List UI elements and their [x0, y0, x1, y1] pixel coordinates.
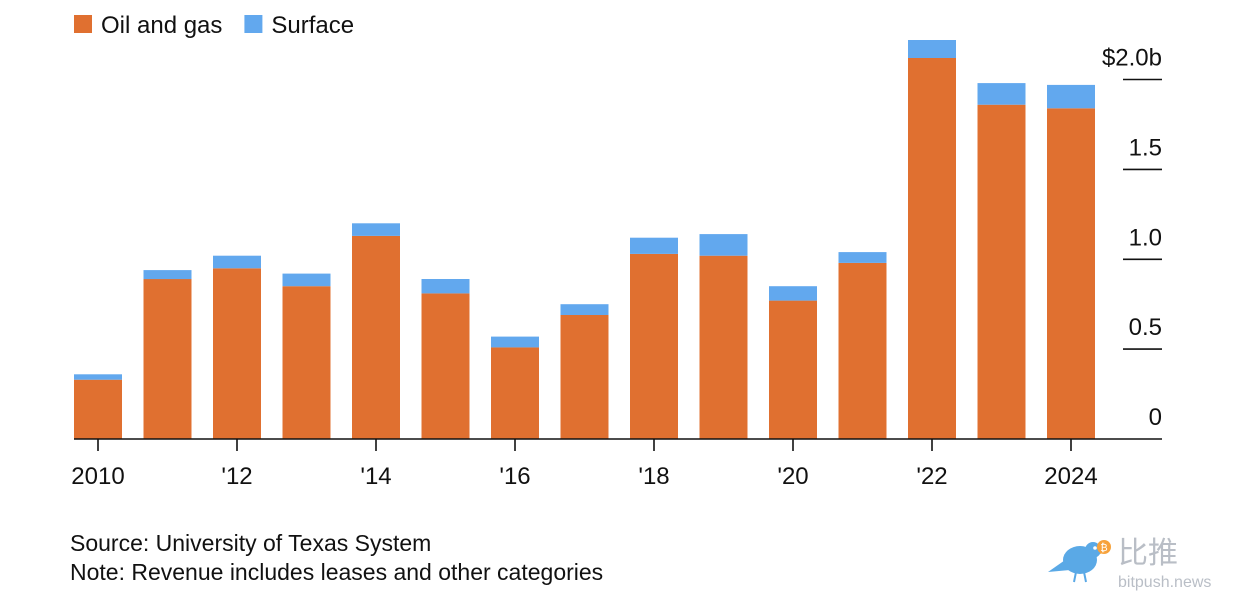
x-tick-label-5: '20 — [777, 463, 808, 490]
bar-oil-gas-2019 — [699, 255, 748, 439]
svg-text:₿: ₿ — [1100, 542, 1107, 554]
x-tick-label-1: '12 — [221, 463, 252, 490]
legend-swatch-1 — [244, 15, 263, 33]
chart-legend: Oil and gas Surface — [74, 12, 354, 39]
bar-surface-2012 — [213, 255, 261, 269]
bar-oil-gas-2018 — [630, 253, 678, 439]
y-tick-label-0: 0 — [1149, 404, 1162, 431]
x-tick-label-7: 2024 — [1044, 463, 1097, 490]
watermark-url: bitpush.news — [1118, 574, 1211, 591]
bar-oil-gas-2011 — [143, 279, 192, 439]
x-tick-label-2: '14 — [360, 463, 391, 490]
bar-surface-2010 — [74, 374, 122, 380]
bar-surface-2013 — [282, 273, 331, 287]
y-tick-label-3: 1.5 — [1129, 134, 1162, 161]
y-axis: 0 0.5 1.0 1.5 $2.0b — [1102, 45, 1162, 431]
bar-surface-2022 — [908, 40, 956, 58]
bar-oil-gas-2024 — [1047, 108, 1095, 440]
bar-oil-gas-2023 — [977, 104, 1026, 439]
note-text: Note: Revenue includes leases and other … — [70, 559, 603, 585]
x-tick-label-0: 2010 — [71, 463, 124, 490]
x-tick-label-3: '16 — [499, 463, 530, 490]
bar-group — [74, 40, 1095, 440]
y-tick-label-1: 0.5 — [1129, 314, 1162, 341]
bar-oil-gas-2016 — [491, 347, 539, 439]
y-tick-label-4: $2.0b — [1102, 45, 1162, 72]
bar-surface-2019 — [699, 234, 748, 256]
bar-oil-gas-2020 — [769, 300, 817, 439]
bar-surface-2014 — [352, 223, 400, 236]
legend-label-1: Surface — [271, 12, 354, 39]
bar-oil-gas-2015 — [421, 293, 470, 439]
bar-oil-gas-2013 — [282, 286, 331, 439]
x-axis: 2010 '12 '14 '16 '18 '20 '22 2024 — [71, 438, 1162, 490]
bar-oil-gas-2014 — [352, 235, 400, 439]
bar-oil-gas-2012 — [213, 268, 261, 439]
x-tick-label-4: '18 — [638, 463, 669, 490]
source-text: Source: University of Texas System — [70, 530, 431, 556]
bar-surface-2011 — [143, 270, 192, 280]
y-tick-label-2: 1.0 — [1129, 224, 1162, 251]
bird-logo-icon: ₿ — [1048, 540, 1111, 583]
watermark: ₿ 比推 bitpush.news — [1048, 537, 1211, 591]
bar-surface-2023 — [977, 83, 1026, 105]
x-tick-label-6: '22 — [916, 463, 947, 490]
legend-label-0: Oil and gas — [101, 12, 222, 39]
bar-surface-2020 — [769, 286, 817, 301]
bar-oil-gas-2017 — [560, 315, 609, 439]
bar-surface-2018 — [630, 237, 678, 254]
bar-surface-2015 — [421, 279, 470, 294]
legend-swatch-0 — [74, 15, 92, 33]
bar-surface-2016 — [491, 336, 539, 348]
bar-oil-gas-2022 — [908, 58, 956, 439]
bar-oil-gas-2021 — [838, 262, 887, 439]
bar-surface-2017 — [560, 304, 609, 315]
bar-surface-2024 — [1047, 84, 1095, 109]
watermark-brand: 比推 — [1118, 537, 1178, 570]
bar-oil-gas-2010 — [74, 379, 122, 439]
bar-surface-2021 — [838, 252, 887, 263]
